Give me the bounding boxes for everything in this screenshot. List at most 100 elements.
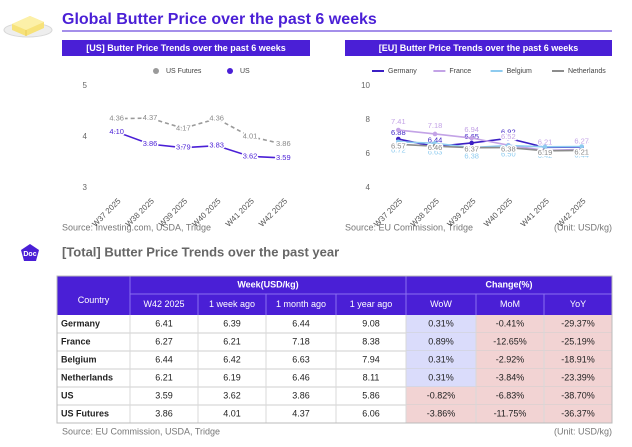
table-cell: -0.41% (496, 318, 525, 328)
table-cell: -18.91% (561, 354, 595, 364)
row-header: Netherlands (61, 372, 113, 382)
table-cell: 6.21 (155, 372, 173, 382)
change-cell-bg (476, 387, 544, 405)
series-marker (396, 127, 401, 133)
value-label: 4.36 (109, 114, 124, 123)
table-cell: 6.63 (292, 354, 310, 364)
chart-title: [EU] Butter Price Trends over the past 6… (379, 43, 579, 53)
value-label: 6.41 (574, 136, 589, 145)
change-cell-bg (544, 405, 612, 423)
table-cell: 6.44 (292, 318, 310, 328)
value-label: 6.94 (464, 125, 479, 134)
value-label: 3.79 (176, 143, 191, 152)
series-marker (114, 129, 119, 135)
value-label: 6.50 (501, 149, 516, 158)
table-cell: -2.92% (496, 354, 525, 364)
y-tick-label: 3 (83, 183, 88, 192)
y-tick-label: 4 (366, 183, 371, 192)
chart-title: [US] Butter Price Trends over the past 6… (86, 43, 286, 53)
x-tick-label: W41 2025 (519, 196, 552, 229)
table-cell: -25.19% (561, 336, 595, 346)
table-cell: -0.82% (427, 390, 456, 400)
change-cell-bg (406, 351, 476, 369)
legend-label: France (449, 68, 471, 75)
table-cell: 0.31% (428, 318, 454, 328)
value-label: 6.37 (464, 145, 479, 154)
change-cell-bg (406, 405, 476, 423)
y-tick-label: 5 (83, 81, 88, 90)
row-header: US Futures (61, 408, 109, 418)
table-cell: 0.31% (428, 354, 454, 364)
column-header: 1 year ago (350, 299, 393, 309)
series-line (116, 131, 284, 159)
value-label: 3.62 (243, 151, 258, 160)
series-marker (432, 131, 438, 137)
table-cell: 9.08 (362, 318, 380, 328)
eu-header-bar (345, 40, 612, 56)
series-marker (181, 145, 186, 151)
column-header: Country (78, 295, 110, 305)
legend-label: Germany (388, 68, 417, 75)
change-cell-bg (406, 369, 476, 387)
table-cell: 6.39 (223, 318, 241, 328)
value-label: 6.39 (538, 136, 553, 145)
table-cell: 6.44 (155, 354, 173, 364)
change-cell-bg (406, 387, 476, 405)
series-marker (281, 141, 286, 147)
table-header-bg (57, 276, 612, 315)
value-label: 6.21 (538, 137, 553, 146)
row-header: US (61, 390, 74, 400)
series-marker (506, 145, 511, 150)
series-line (398, 143, 582, 152)
change-cell-bg (406, 315, 476, 333)
series-marker (542, 148, 548, 154)
value-label: 6.46 (428, 143, 443, 152)
value-label: 6.38 (464, 152, 479, 161)
row-header: Germany (61, 318, 100, 328)
table-cell: 8.11 (363, 372, 380, 382)
legend-label: Belgium (507, 68, 532, 75)
table-cell: 6.42 (223, 354, 241, 364)
table-cell: 6.27 (155, 336, 173, 346)
price-table: Week(USD/kg) Change(%) Country W42 2025 1 we… (56, 275, 613, 424)
value-label: 4.10 (109, 127, 124, 136)
series-line (398, 140, 582, 149)
series-line (116, 117, 284, 145)
table-title: [Total] Butter Price Trends over the pas… (62, 244, 339, 259)
table-cell: -38.70% (561, 390, 595, 400)
table-cell: -12.65% (493, 336, 527, 346)
table-cell: -3.86% (427, 408, 456, 418)
table-cell: 3.86 (292, 390, 310, 400)
series-marker (214, 116, 219, 121)
change-cell-bg (476, 405, 544, 423)
x-tick-label: W41 2025 (224, 196, 257, 229)
value-label: 4.01 (243, 131, 258, 140)
page-title: Global Butter Price over the past 6 week… (62, 11, 377, 28)
table-source: Source: EU Commission, USDA, Tridge (62, 426, 220, 436)
chart-unit: (Unit: USD/kg) (554, 222, 612, 232)
value-label: 3.86 (143, 139, 158, 148)
legend-swatch (227, 68, 233, 74)
row-header: France (61, 336, 91, 346)
table-cell: 6.19 (223, 372, 241, 382)
doc-badge-label: Doc (23, 251, 36, 258)
value-label: 6.21 (574, 147, 589, 156)
table-cell: 6.06 (362, 408, 380, 418)
series-marker (396, 142, 401, 147)
table-cell: 8.38 (362, 336, 380, 346)
chart-source: Source: EU Commission, Tridge (345, 222, 473, 232)
change-cell-bg (476, 369, 544, 387)
column-header: YoY (570, 299, 586, 309)
value-label: 6.92 (501, 127, 516, 136)
table-cell: 4.37 (292, 408, 310, 418)
x-tick-label: W42 2025 (257, 196, 290, 229)
table-cell: 7.18 (292, 336, 310, 346)
value-label: 4.17 (176, 123, 191, 132)
value-label: 6.52 (501, 132, 516, 141)
table-cell: 4.01 (223, 408, 241, 418)
change-cell-bg (544, 333, 612, 351)
value-label: 6.44 (574, 151, 589, 160)
value-label: 6.42 (538, 151, 553, 160)
y-tick-label: 6 (366, 149, 371, 158)
value-label: 3.59 (276, 153, 291, 162)
